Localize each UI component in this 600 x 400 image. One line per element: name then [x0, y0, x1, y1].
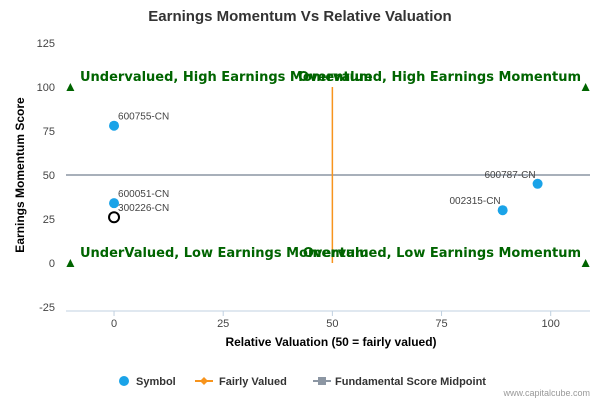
data-point: [532, 178, 543, 189]
legend-midpoint-label: Fundamental Score Midpoint: [335, 376, 486, 388]
data-point-label: 300226-CN: [118, 203, 169, 214]
x-tick-label: 0: [111, 318, 117, 330]
y-tick-label: 25: [43, 214, 55, 226]
quadrant-marker-icon: [66, 83, 75, 91]
x-tick-label: 50: [326, 318, 338, 330]
x-tick-label: 75: [435, 318, 447, 330]
data-point-label: 600755-CN: [118, 112, 169, 123]
y-tick-label: -25: [39, 302, 55, 314]
quadrant-label-top-right: Overvalued, High Earnings Momentum: [298, 70, 581, 85]
credit-text: www.capitalcube.com: [502, 388, 590, 398]
legend-item-symbol[interactable]: Symbol: [119, 376, 176, 388]
quadrant-marker-icon: [66, 259, 75, 267]
legend: Symbol Fairly Valued Fundamental Score M…: [119, 376, 486, 388]
quadrant-marker-icon: [581, 83, 590, 91]
quadrant-label-top-left: Undervalued, High Earnings Momentum: [80, 70, 372, 85]
data-point: [109, 120, 120, 131]
x-tick-label: 100: [542, 318, 560, 330]
y-axis-title: Earnings Momentum Score: [13, 97, 27, 253]
data-point: [497, 205, 508, 216]
y-tick-label: 75: [43, 126, 55, 138]
legend-symbol-label: Symbol: [136, 376, 176, 388]
x-axis-title: Relative Valuation (50 = fairly valued): [225, 335, 436, 349]
plot-area: -25 0 25 50 75 100 125 0 25 50 75 100 Undervalued, H…: [37, 38, 590, 330]
data-point: [108, 211, 121, 224]
y-tick-label: 50: [43, 170, 55, 182]
legend-fairly-valued-label: Fairly Valued: [219, 376, 287, 388]
y-tick-label: 0: [49, 258, 55, 270]
data-point-label: 002315-CN: [450, 196, 501, 207]
chart-title: Earnings Momentum Vs Relative Valuation: [148, 8, 451, 25]
legend-item-midpoint[interactable]: Fundamental Score Midpoint: [313, 376, 486, 388]
quadrant-label-bottom-right: Overvalued, Low Earnings Momentum: [303, 246, 581, 261]
data-point: [109, 198, 120, 209]
y-tick-label: 125: [37, 38, 55, 50]
legend-midpoint-marker: [318, 377, 326, 385]
data-point-label: 600051-CN: [118, 189, 169, 200]
y-tick-label: 100: [37, 82, 55, 94]
data-point-label: 600787-CN: [484, 170, 535, 181]
legend-item-fairly-valued[interactable]: Fairly Valued: [195, 376, 287, 388]
quadrant-marker-icon: [581, 259, 590, 267]
x-tick-label: 25: [217, 318, 229, 330]
legend-symbol-marker: [119, 376, 129, 386]
legend-fairly-valued-marker: [200, 377, 208, 385]
quadrant-label-bottom-left: UnderValued, Low Earnings Momentum: [80, 246, 369, 261]
